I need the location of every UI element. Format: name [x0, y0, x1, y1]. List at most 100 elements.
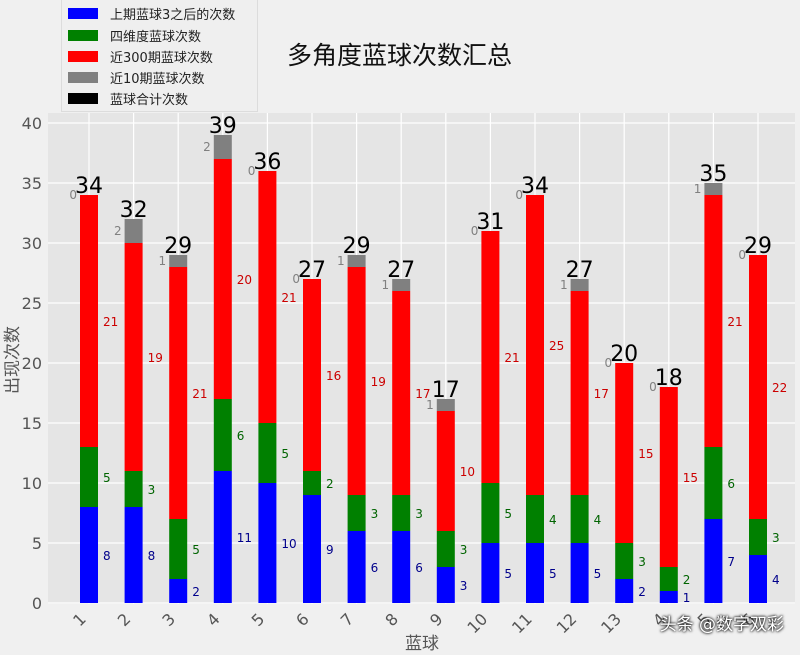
segment-value-label: 3 [772, 531, 780, 545]
y-axis-label: 出现次数 [3, 326, 23, 394]
segment-value-label: 5 [281, 447, 289, 461]
bar-segment [392, 291, 411, 495]
bar-segment [570, 543, 589, 603]
segment-value-label: 0 [738, 248, 746, 262]
legend-swatch-blue [68, 7, 98, 19]
bar-segment [124, 243, 143, 471]
bar-segment [749, 555, 767, 603]
y-tick-label: 10 [22, 474, 42, 493]
segment-value-label: 3 [460, 543, 468, 557]
segment-value-label: 5 [594, 567, 602, 581]
segment-value-label: 0 [69, 188, 77, 202]
segment-value-label: 19 [371, 375, 386, 389]
segment-value-label: 21 [192, 387, 207, 401]
x-tick-label: 4 [203, 609, 224, 630]
y-tick-label: 15 [22, 414, 42, 433]
segment-value-label: 21 [504, 351, 519, 365]
bar-segment [124, 219, 143, 243]
y-tick-label: 30 [22, 234, 42, 253]
legend-swatch-green [68, 29, 98, 41]
x-tick-label: 12 [553, 609, 581, 637]
total-value-label: 29 [343, 234, 371, 259]
y-tick-label: 0 [32, 594, 42, 613]
chart-title: 多角度蓝球次数汇总 [287, 41, 513, 70]
total-value-label: 27 [566, 258, 594, 283]
segment-value-label: 4 [594, 513, 602, 527]
segment-value-label: 5 [504, 507, 512, 521]
total-value-label: 35 [699, 162, 727, 187]
bar-segment [169, 255, 188, 267]
total-value-label: 27 [387, 258, 415, 283]
legend-item: 蓝球合计次数 [68, 88, 188, 108]
bar-segment [436, 531, 455, 567]
segment-value-label: 17 [415, 387, 430, 401]
segment-value-label: 21 [727, 315, 742, 329]
bar-segment [481, 231, 500, 483]
bar-segment [213, 159, 232, 399]
segment-value-label: 0 [515, 188, 523, 202]
y-tick-label: 35 [22, 174, 42, 193]
bar-segment [659, 387, 678, 567]
segment-value-label: 1 [159, 254, 167, 268]
segment-value-label: 10 [460, 465, 475, 479]
total-value-label: 34 [75, 174, 103, 199]
bar-segment [392, 495, 411, 531]
total-value-label: 17 [432, 378, 460, 403]
segment-value-label: 15 [683, 471, 698, 485]
bar-segment [213, 471, 232, 603]
x-tick-label: 2 [114, 609, 135, 630]
segment-value-label: 5 [103, 471, 111, 485]
segment-value-label: 2 [114, 224, 122, 238]
segment-value-label: 17 [594, 387, 609, 401]
legend-item: 近10期蓝球次数 [68, 67, 205, 87]
bar-segment [749, 519, 767, 555]
x-tick-label: 5 [248, 609, 269, 630]
chart-legend: 上期蓝球3之后的次数 四维度蓝球次数 近300期蓝球次数 近10期蓝球次数 蓝球… [61, 0, 258, 112]
y-axis-ticks: 0 5 10 15 20 25 30 35 40 [22, 114, 42, 613]
legend-swatch-gray [68, 71, 98, 83]
bar-segment [347, 255, 366, 267]
bar-segment [570, 495, 589, 543]
legend-label: 上期蓝球3之后的次数 [110, 7, 236, 23]
segment-value-label: 6 [237, 429, 245, 443]
x-tick-label: 1 [69, 609, 90, 630]
bar-segment [258, 171, 277, 423]
watermark: 头条 @数字双彩 [659, 615, 784, 635]
bar-segment [124, 471, 143, 507]
segment-value-label: 2 [683, 573, 691, 587]
legend-item: 近300期蓝球次数 [68, 46, 213, 66]
segment-value-label: 6 [371, 561, 379, 575]
segment-value-label: 3 [638, 555, 646, 569]
segment-value-label: 1 [426, 398, 434, 412]
total-value-label: 31 [476, 210, 504, 235]
bar-segment [704, 183, 723, 195]
bar-segment [659, 567, 678, 591]
x-tick-label: 8 [381, 609, 402, 630]
bar-segment [169, 267, 188, 519]
bar-segment [169, 579, 188, 603]
segment-value-label: 6 [727, 477, 735, 491]
bar-segment [615, 363, 634, 543]
segment-value-label: 15 [638, 447, 653, 461]
total-value-label: 18 [655, 366, 683, 391]
segment-value-label: 8 [148, 549, 156, 563]
segment-value-label: 0 [649, 380, 657, 394]
bar-segment [303, 471, 321, 495]
x-tick-label: 10 [463, 609, 491, 637]
bar-segment [704, 519, 723, 603]
bar-segment [392, 531, 411, 603]
total-value-label: 20 [610, 342, 638, 367]
segment-value-label: 22 [772, 381, 787, 395]
segment-value-label: 10 [281, 537, 296, 551]
bar-segment [481, 543, 500, 603]
segment-value-label: 0 [471, 224, 479, 238]
segment-value-label: 3 [415, 507, 423, 521]
bar-segment [436, 399, 455, 411]
segment-value-label: 3 [460, 579, 468, 593]
legend-item: 上期蓝球3之后的次数 [68, 3, 235, 23]
bar-segment [570, 279, 589, 291]
bar-segment [258, 483, 277, 603]
segment-value-label: 2 [326, 477, 334, 491]
legend-item: 四维度蓝球次数 [68, 25, 201, 45]
legend-swatch-red [68, 50, 98, 62]
